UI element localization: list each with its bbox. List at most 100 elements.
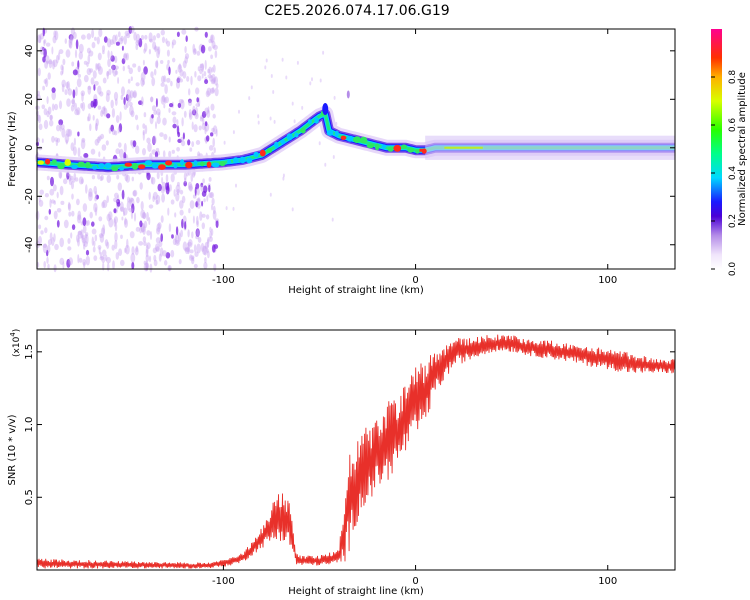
noise-speck bbox=[190, 75, 193, 86]
noise-speck bbox=[133, 212, 137, 222]
noise-speck bbox=[58, 170, 63, 179]
noise-speck bbox=[66, 258, 71, 268]
noise-speck bbox=[122, 65, 126, 72]
noise-speck bbox=[152, 135, 156, 146]
noise-speck bbox=[210, 79, 216, 85]
noise-speck bbox=[148, 204, 154, 209]
noise-speck bbox=[203, 261, 208, 270]
noise-speck bbox=[164, 260, 168, 266]
noise-speck bbox=[142, 236, 147, 243]
noise-speck bbox=[143, 260, 147, 265]
noise-speck bbox=[114, 192, 119, 199]
noise-speck bbox=[210, 228, 214, 236]
noise-speck bbox=[185, 247, 189, 254]
noise-speck bbox=[127, 78, 131, 84]
noise-speck bbox=[142, 212, 147, 220]
noise-speck bbox=[132, 140, 137, 148]
ridge-blob bbox=[387, 146, 394, 152]
noise-speck bbox=[174, 239, 180, 246]
noise-speck bbox=[55, 139, 59, 147]
snr-series-line bbox=[36, 334, 676, 569]
noise-speck bbox=[176, 119, 179, 126]
noise-speck bbox=[148, 32, 153, 42]
noise-speck bbox=[119, 148, 124, 159]
noise-speck bbox=[101, 106, 106, 115]
noise-speck bbox=[91, 228, 97, 235]
ridge-blob bbox=[280, 139, 286, 145]
ridge-blob bbox=[151, 163, 159, 169]
noise-speck bbox=[173, 189, 176, 197]
noise-speck bbox=[162, 250, 167, 257]
noise-speck bbox=[223, 140, 226, 145]
noise-speck bbox=[143, 241, 147, 246]
noise-speck bbox=[154, 60, 159, 68]
noise-speck bbox=[38, 195, 41, 203]
noise-speck bbox=[87, 54, 91, 65]
noise-speck bbox=[152, 41, 157, 50]
noise-speck bbox=[232, 130, 235, 135]
noise-speck bbox=[123, 53, 128, 61]
noise-speck bbox=[46, 256, 49, 264]
noise-speck bbox=[118, 142, 122, 148]
noise-speck bbox=[156, 227, 161, 235]
noise-speck bbox=[71, 193, 74, 200]
noise-speck bbox=[188, 98, 192, 104]
noise-speck bbox=[160, 29, 165, 36]
noise-speck bbox=[127, 65, 130, 70]
noise-speck bbox=[206, 195, 209, 202]
noise-speck bbox=[82, 225, 87, 234]
noise-speck bbox=[157, 222, 162, 230]
noise-speck bbox=[54, 137, 58, 142]
noise-speck bbox=[98, 151, 101, 158]
noise-speck bbox=[96, 136, 101, 143]
ridge-blob bbox=[239, 156, 246, 164]
ridge-peak bbox=[322, 103, 329, 115]
noise-speck bbox=[146, 137, 151, 144]
noise-speck bbox=[84, 241, 88, 248]
noise-speck bbox=[319, 78, 322, 83]
noise-speck bbox=[160, 215, 164, 223]
noise-speck bbox=[128, 67, 133, 75]
noise-speck bbox=[202, 245, 207, 255]
noise-speck bbox=[146, 172, 151, 181]
noise-speck bbox=[163, 75, 167, 83]
noise-speck bbox=[175, 80, 181, 89]
noise-speck bbox=[142, 226, 146, 235]
noise-speck bbox=[152, 35, 156, 41]
noise-speck bbox=[113, 197, 118, 203]
noise-speck bbox=[212, 64, 216, 73]
noise-speck bbox=[123, 103, 128, 110]
noise-speck bbox=[68, 38, 72, 49]
noise-speck bbox=[65, 49, 71, 58]
noise-speck bbox=[77, 230, 83, 236]
noise-speck bbox=[87, 85, 92, 95]
noise-speck bbox=[121, 45, 124, 51]
noise-speck bbox=[138, 241, 144, 246]
noise-speck bbox=[191, 256, 195, 262]
noise-speck bbox=[168, 66, 171, 76]
noise-speck bbox=[187, 139, 191, 146]
noise-speck bbox=[127, 94, 132, 103]
snr-x-axis-label: Height of straight line (km) bbox=[288, 586, 424, 597]
noise-speck bbox=[169, 184, 172, 192]
noise-speck bbox=[142, 129, 145, 136]
noise-speck bbox=[196, 215, 199, 226]
noise-speck bbox=[111, 244, 115, 251]
noise-speck bbox=[143, 220, 148, 229]
noise-speck bbox=[116, 201, 121, 207]
noise-speck bbox=[73, 137, 76, 146]
noise-speck bbox=[114, 239, 118, 250]
ridge-blob bbox=[206, 161, 212, 168]
noise-speck bbox=[192, 48, 197, 55]
noise-speck bbox=[140, 34, 145, 41]
noise-speck bbox=[107, 50, 110, 59]
noise-speck bbox=[168, 136, 171, 143]
noise-speck bbox=[41, 138, 44, 143]
noise-speck bbox=[76, 198, 80, 206]
noise-speck bbox=[207, 250, 210, 259]
noise-speck bbox=[194, 48, 197, 54]
noise-speck bbox=[207, 74, 213, 79]
noise-speck bbox=[264, 65, 267, 70]
noise-speck bbox=[156, 116, 161, 125]
noise-speck bbox=[142, 80, 146, 85]
